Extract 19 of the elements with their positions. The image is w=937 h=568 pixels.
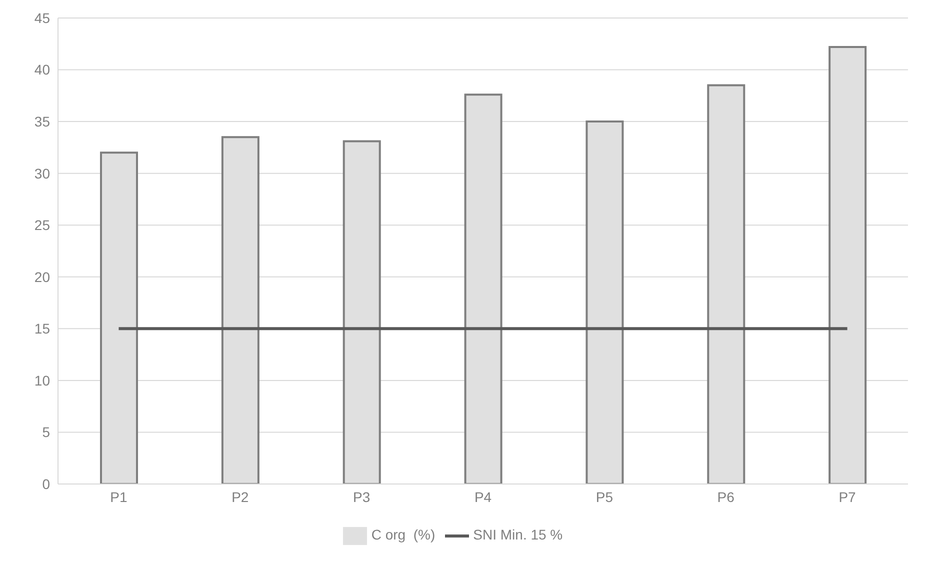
y-tick-label: 15 (34, 320, 50, 337)
y-tick-label: 10 (34, 372, 50, 388)
legend-label: SNI Min. 15 % (473, 526, 563, 543)
y-tick-label: 20 (34, 268, 50, 285)
y-tick-label: 45 (34, 10, 50, 26)
x-tick-label: P3 (353, 488, 370, 505)
y-tick-label: 5 (42, 424, 50, 440)
y-tick-label: 0 (42, 476, 50, 492)
legend-label: C org (%) (371, 526, 436, 543)
x-tick-label: P6 (717, 488, 735, 505)
x-tick-label: P4 (474, 488, 492, 505)
x-tick-label: P1 (110, 488, 128, 505)
y-tick-label: 35 (34, 114, 50, 130)
x-tick-label: P2 (232, 488, 249, 505)
y-tick-label: 40 (34, 62, 50, 78)
y-tick-label: 25 (34, 217, 50, 234)
x-tick-label: P7 (838, 488, 856, 505)
y-tick-label: 30 (34, 165, 50, 182)
x-tick-label: P5 (596, 488, 614, 505)
